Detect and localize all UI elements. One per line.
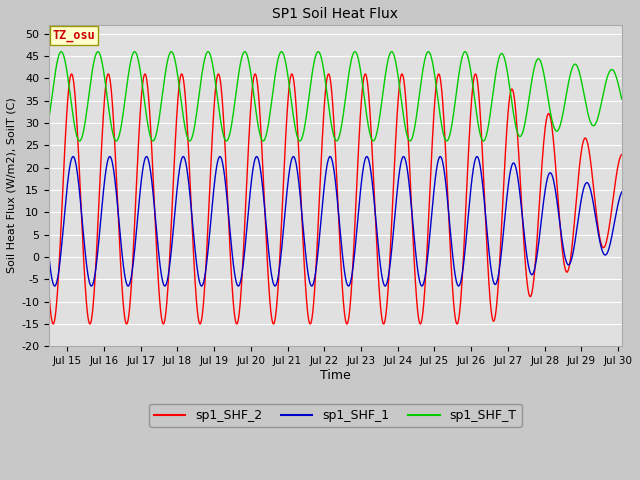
sp1_SHF_T xyxy=(45,116,52,121)
sp1_SHF_2 xyxy=(307,321,314,327)
sp1_SHF_1 xyxy=(418,283,426,289)
sp1_SHF_1 xyxy=(516,193,524,199)
sp1_SHF_2 xyxy=(264,269,272,275)
Line: sp1_SHF_1: sp1_SHF_1 xyxy=(49,156,621,286)
Text: TZ_osu: TZ_osu xyxy=(52,29,95,42)
sp1_SHF_T xyxy=(516,133,524,139)
sp1_SHF_1 xyxy=(618,189,625,195)
Line: sp1_SHF_2: sp1_SHF_2 xyxy=(49,74,621,324)
sp1_SHF_2 xyxy=(418,318,426,324)
Line: sp1_SHF_T: sp1_SHF_T xyxy=(49,52,621,141)
sp1_SHF_1 xyxy=(149,190,157,195)
sp1_SHF_2 xyxy=(389,199,397,204)
sp1_SHF_2 xyxy=(141,71,149,77)
sp1_SHF_1 xyxy=(473,154,481,159)
X-axis label: Time: Time xyxy=(320,369,351,382)
sp1_SHF_1 xyxy=(45,254,52,260)
Title: SP1 Soil Heat Flux: SP1 Soil Heat Flux xyxy=(273,7,398,21)
sp1_SHF_2 xyxy=(516,175,524,180)
Legend: sp1_SHF_2, sp1_SHF_1, sp1_SHF_T: sp1_SHF_2, sp1_SHF_1, sp1_SHF_T xyxy=(149,404,522,427)
sp1_SHF_1 xyxy=(436,154,444,159)
sp1_SHF_T xyxy=(479,138,487,144)
sp1_SHF_T xyxy=(314,49,322,55)
sp1_SHF_1 xyxy=(388,238,396,243)
sp1_SHF_2 xyxy=(45,290,52,296)
Y-axis label: Soil Heat Flux (W/m2), SoilT (C): Soil Heat Flux (W/m2), SoilT (C) xyxy=(7,98,17,274)
sp1_SHF_T xyxy=(264,125,271,131)
sp1_SHF_T xyxy=(472,110,480,116)
sp1_SHF_1 xyxy=(271,283,279,289)
sp1_SHF_T xyxy=(418,76,426,82)
sp1_SHF_1 xyxy=(264,240,271,245)
sp1_SHF_T xyxy=(618,96,625,102)
sp1_SHF_T xyxy=(388,49,396,55)
sp1_SHF_2 xyxy=(618,152,625,157)
sp1_SHF_2 xyxy=(149,174,157,180)
sp1_SHF_T xyxy=(149,138,157,144)
sp1_SHF_2 xyxy=(473,73,481,79)
